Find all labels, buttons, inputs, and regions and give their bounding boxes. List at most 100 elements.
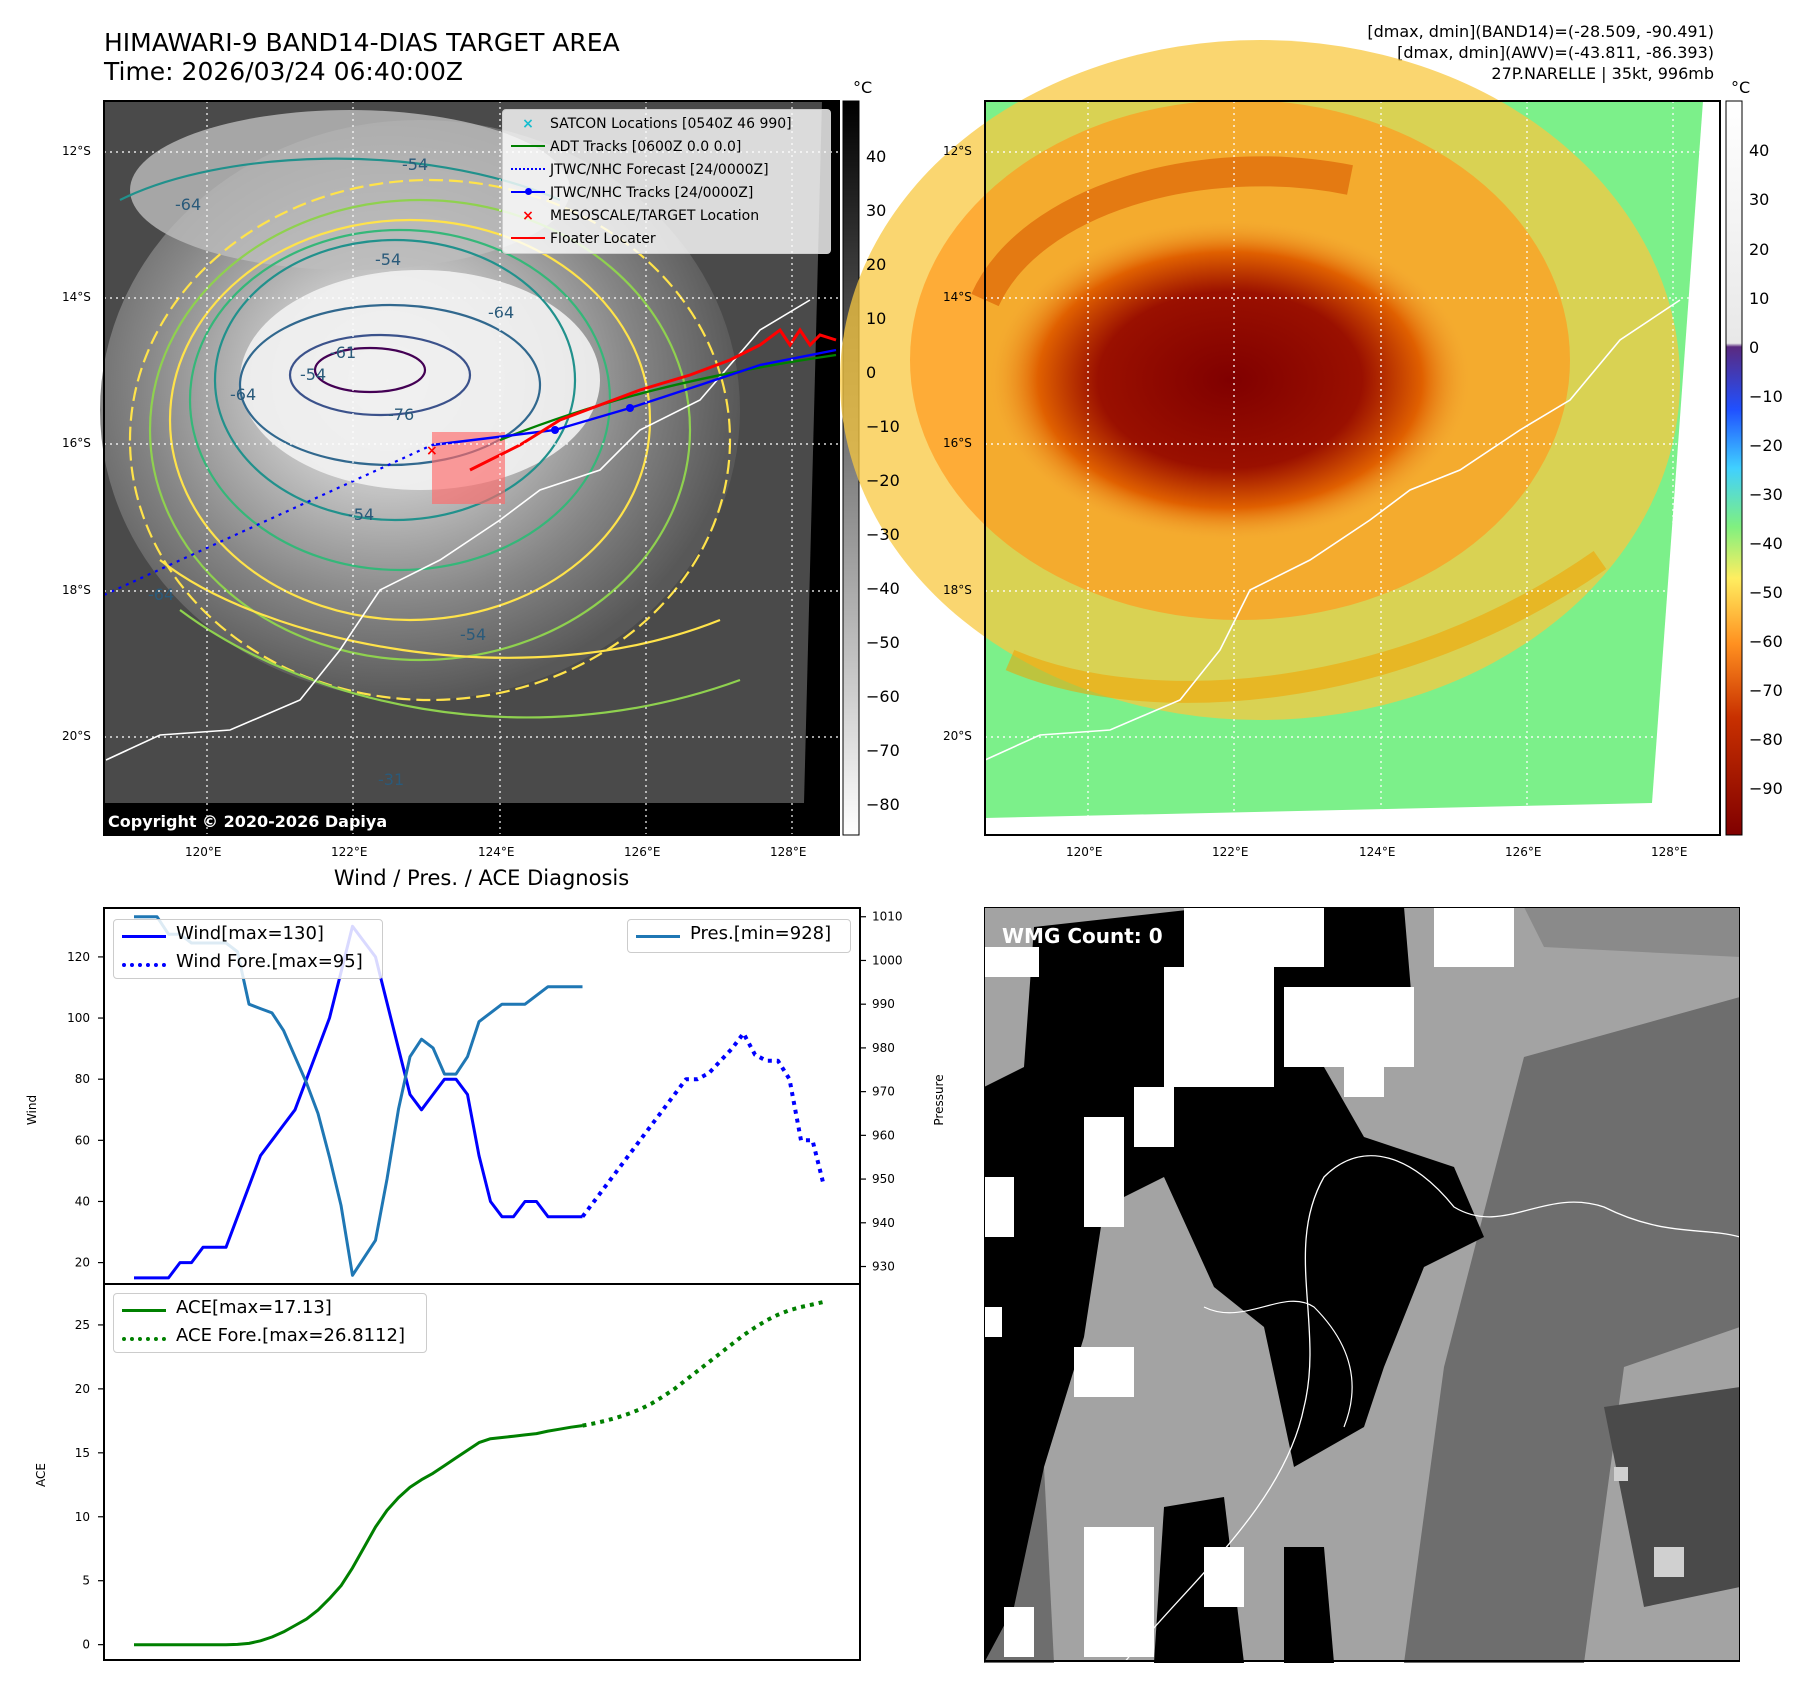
pressure-tick-label: 940 (872, 1216, 895, 1230)
satcon-marker-icon: × (522, 116, 534, 132)
lat-label: 12°S (62, 144, 91, 158)
lon-label: 120°E (1066, 845, 1103, 859)
pressure-tick-label: 1010 (872, 910, 903, 924)
lon-label: 124°E (478, 845, 515, 859)
pressure-legend: Pres.[min=928] (627, 919, 851, 953)
colorbar-tick: −40 (1749, 534, 1783, 553)
wind-tick-label: 80 (75, 1072, 90, 1086)
wind-line-icon (122, 935, 166, 938)
wind-tick-label: 120 (67, 950, 90, 964)
target-marker-icon: × (522, 208, 534, 224)
lon-label: 122°E (331, 845, 368, 859)
ir-legend: × SATCON Locations [0540Z 46 990] ADT Tr… (502, 109, 831, 254)
jtwc-track (431, 348, 837, 447)
ace-tick-label: 20 (75, 1382, 90, 1396)
lat-label: 18°S (943, 583, 972, 597)
pressure-tick-label: 990 (872, 997, 895, 1011)
contour-label: -61 (330, 343, 356, 362)
colorbar-tick: −70 (1749, 681, 1783, 700)
colorbar-tick: −70 (866, 741, 900, 760)
ace-legend: ACE[max=17.13] ACE Fore.[max=26.8112] (113, 1293, 427, 1353)
contour-label: -64 (175, 195, 201, 214)
legend-tracks: JTWC/NHC Tracks [24/0000Z] (550, 185, 754, 201)
awv-coastline (984, 299, 1681, 761)
pressure-tick-label: 950 (872, 1172, 895, 1186)
info-band14-range: [dmax, dmin](BAND14)=(-28.509, -90.491) (1367, 22, 1714, 41)
colorbar-tick: −90 (1749, 779, 1783, 798)
awv-colorbar-unit: °C (1731, 78, 1751, 97)
ace-line (134, 1424, 583, 1647)
wind-forecast-line (580, 1031, 826, 1218)
colorbar-tick: −50 (1749, 583, 1783, 602)
contour-label: -54 (402, 155, 428, 174)
lat-label: 20°S (943, 729, 972, 743)
svg-text:×: × (426, 443, 438, 459)
figure-title-line2: Time: 2026/03/24 06:40:00Z (104, 57, 463, 86)
ir-coastline (105, 299, 811, 761)
lat-label: 14°S (943, 290, 972, 304)
ace-fore-line-icon (122, 1337, 166, 1341)
ir-colorbar-unit: °C (853, 78, 873, 97)
pressure-tick-label: 980 (872, 1041, 895, 1055)
lat-label: 20°S (62, 729, 91, 743)
colorbar-tick: 20 (1749, 240, 1770, 259)
legend-floater: Floater Locater (550, 231, 656, 247)
lat-label: 14°S (62, 290, 91, 304)
ace-forecast-line (582, 1299, 825, 1428)
colorbar-tick: −60 (866, 687, 900, 706)
contour-label: -64 (488, 303, 514, 322)
diagnosis-title: Wind / Pres. / ACE Diagnosis (333, 866, 630, 890)
wind-tick-label: 40 (75, 1194, 90, 1208)
wmg-panel (984, 907, 1740, 1663)
colorbar-tick: −20 (866, 471, 900, 490)
contour-label: -54 (375, 250, 401, 269)
wind-axis-label: Wind (25, 1095, 39, 1125)
contour-label: -54 (460, 625, 486, 644)
ace-tick-label: 10 (75, 1510, 90, 1524)
colorbar-tick: 30 (1749, 190, 1770, 209)
legend-forecast: JTWC/NHC Forecast [24/0000Z] (550, 162, 769, 178)
lon-label: 128°E (1651, 845, 1688, 859)
forecast-line-icon (511, 168, 545, 170)
figure-title-line1: HIMAWARI-9 BAND14-DIAS TARGET AREA (104, 28, 620, 57)
colorbar-tick: −30 (866, 525, 900, 544)
pressure-tick-label: 930 (872, 1260, 895, 1274)
wind-legend: Wind[max=130] Wind Fore.[max=95] (113, 919, 383, 979)
colorbar-tick: −30 (1749, 485, 1783, 504)
lon-label: 126°E (624, 845, 661, 859)
legend-satcon: SATCON Locations [0540Z 46 990] (550, 116, 792, 132)
colorbar-tick: −10 (1749, 387, 1783, 406)
wind-tick-label: 100 (67, 1011, 90, 1025)
pressure-tick-label: 960 (872, 1128, 895, 1142)
colorbar-tick: −80 (866, 795, 900, 814)
colorbar-tick: 40 (1749, 141, 1770, 160)
wind-tick-label: 20 (75, 1256, 90, 1270)
colorbar-tick: 30 (866, 201, 887, 220)
adt-track (499, 353, 837, 442)
wmg-count-label: WMG Count: 0 (1002, 924, 1163, 948)
lat-label: 18°S (62, 583, 91, 597)
legend-ace-fore: ACE Fore.[max=26.8112] (176, 1325, 405, 1346)
contour-label: -64 (148, 585, 174, 604)
floater-track (469, 327, 837, 472)
ace-line-icon (122, 1309, 166, 1312)
legend-adt: ADT Tracks [0600Z 0.0 0.0] (550, 139, 742, 155)
legend-wind-fore: Wind Fore.[max=95] (176, 951, 363, 972)
contour-label: -54 (300, 365, 326, 384)
contour-label: -54 (348, 505, 374, 524)
lon-label: 124°E (1359, 845, 1396, 859)
tracks-point-icon (525, 188, 532, 195)
pressure-tick-label: 1000 (872, 953, 903, 967)
colorbar-tick: 10 (866, 309, 887, 328)
wind-fore-line-icon (122, 963, 166, 967)
pressure-tick-label: 970 (872, 1085, 895, 1099)
ace-tick-label: 25 (75, 1318, 90, 1332)
contour-label: -64 (230, 385, 256, 404)
colorbar-tick: −10 (866, 417, 900, 436)
wmg-coastline (1123, 1155, 1740, 1663)
lon-label: 122°E (1212, 845, 1249, 859)
pressure-axis-label: Pressure (932, 1074, 946, 1125)
lon-label: 120°E (185, 845, 222, 859)
lat-label: 16°S (62, 436, 91, 450)
